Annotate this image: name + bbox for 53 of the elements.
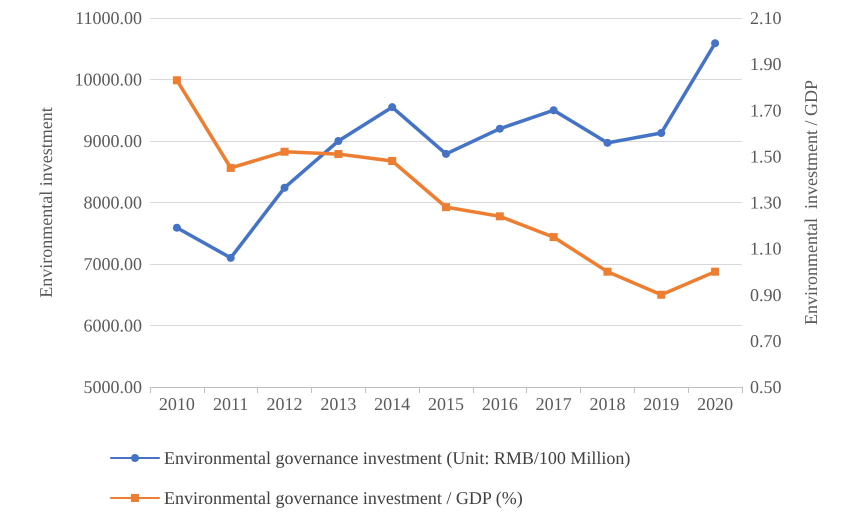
y-tick-label: 9000.00 — [84, 131, 142, 151]
y-tick-label: 10000.00 — [74, 70, 142, 90]
point — [280, 148, 289, 156]
point — [442, 203, 450, 212]
x-tick-label: 2017 — [536, 394, 572, 414]
x-tick-label: 2012 — [266, 394, 303, 414]
y2-tick-label: 0.70 — [750, 330, 782, 351]
x-tick-label: 2015 — [428, 394, 464, 414]
point — [334, 150, 342, 158]
point — [226, 164, 235, 172]
y2-tick-label: 0.90 — [750, 284, 782, 305]
legend-label: Environmental governance investment / GDP (%) — [164, 488, 523, 508]
y-axis-title: Environmental investment — [36, 107, 56, 298]
point — [226, 254, 235, 262]
y2-tick-label: 2.10 — [750, 8, 782, 28]
point — [442, 150, 450, 158]
x-tick-label: 2010 — [158, 394, 195, 414]
point — [334, 137, 342, 145]
point — [550, 233, 558, 242]
legend-label: Environmental governance investment (Unit: RMB/100 Million) — [164, 448, 630, 468]
point — [711, 39, 720, 48]
point — [711, 268, 720, 276]
y2-tick-label: 1.30 — [750, 192, 782, 212]
y-tick-label: 6000.00 — [84, 316, 142, 336]
point — [657, 129, 666, 138]
y2-tick-label: 1.10 — [750, 238, 782, 259]
point — [603, 268, 612, 276]
y2-tick-label: 1.90 — [750, 54, 782, 74]
x-tick-label: 2018 — [589, 394, 626, 414]
y-tick-label: 7000.00 — [84, 254, 142, 274]
y2-axis-title: Environmental investment / GDP — [801, 80, 821, 325]
x-tick-label: 2013 — [320, 394, 356, 414]
point — [496, 212, 504, 220]
x-tick-label: 2020 — [697, 394, 734, 414]
x-tick-label: 2014 — [374, 394, 410, 414]
x-tick-label: 2011 — [213, 394, 248, 414]
point — [550, 106, 558, 114]
y2-tick-label: 0.50 — [750, 377, 782, 397]
point — [280, 184, 289, 192]
point — [172, 224, 181, 232]
point — [172, 76, 181, 84]
x-tick-label: 2016 — [482, 394, 518, 414]
y-tick-label: 11000.00 — [75, 8, 142, 28]
y2-tick-label: 1.50 — [750, 146, 782, 166]
point — [603, 138, 612, 147]
y-tick-label: 8000.00 — [84, 192, 142, 212]
y2-tick-label: 1.70 — [750, 100, 782, 120]
x-tick-label: 2019 — [643, 394, 680, 414]
y-tick-label: 5000.00 — [84, 377, 142, 397]
point — [388, 156, 396, 165]
point — [496, 124, 504, 133]
point — [388, 103, 396, 112]
point — [657, 290, 666, 299]
